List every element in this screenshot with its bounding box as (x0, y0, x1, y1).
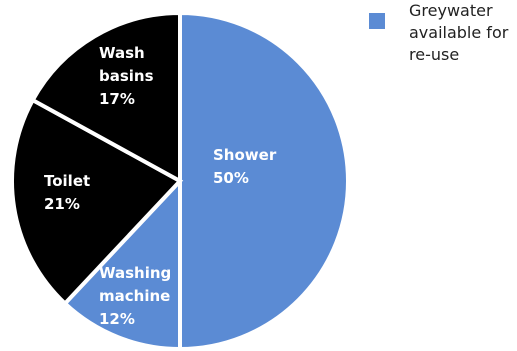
pie-label-toilet: Toilet 21% (44, 172, 90, 213)
legend-swatch-greywater (369, 13, 385, 29)
pie-slice-wash-basins (30, 10, 182, 185)
chart-legend: Greywater available for re-use (369, 0, 517, 66)
legend-label-greywater: Greywater available for re-use (409, 1, 509, 64)
pie-label-shower: Shower 50% (213, 146, 277, 187)
pie-slice-shower (178, 10, 350, 351)
pie-label-washing-machine: Washing machine 12% (99, 264, 171, 328)
pie-label-wash-basins: Wash basins 17% (99, 44, 154, 108)
pie-slice-washing-machine (62, 175, 182, 351)
pie-slice-toilet (10, 97, 184, 307)
